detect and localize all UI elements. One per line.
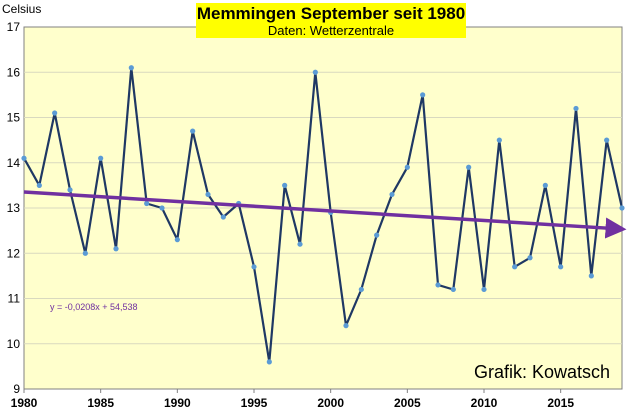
data-point [527, 255, 533, 261]
data-point [358, 286, 364, 293]
y-tick-label: 14 [7, 156, 21, 170]
data-point [266, 359, 272, 365]
data-point [496, 137, 502, 143]
data-point [174, 237, 180, 243]
credit-text: Grafik: Kowatsch [474, 362, 611, 382]
data-point [343, 323, 349, 329]
data-point [220, 214, 226, 220]
data-point [297, 241, 303, 247]
data-point [450, 286, 456, 293]
trend-group [23, 190, 627, 239]
data-point [435, 282, 441, 288]
y-tick-label: 16 [7, 65, 21, 79]
series-group [21, 65, 625, 365]
data-point [558, 264, 564, 270]
data-point [159, 205, 165, 211]
data-point [144, 200, 150, 207]
data-point [67, 187, 73, 193]
y-tick-label: 9 [13, 382, 20, 396]
x-tick-label: 2010 [471, 396, 498, 410]
data-point [604, 137, 610, 143]
data-point [588, 273, 594, 279]
data-point [573, 105, 579, 112]
data-point [36, 182, 42, 188]
chart-subtitle: Daten: Wetterzentrale [267, 23, 395, 38]
data-point [466, 164, 472, 170]
y-tick-label: 12 [7, 246, 21, 260]
x-tick-label: 2000 [317, 396, 344, 410]
y-tick-label: 17 [7, 20, 21, 34]
data-point [389, 191, 395, 198]
x-tick-label: 2005 [394, 396, 421, 410]
data-point [52, 110, 58, 116]
data-point [205, 191, 211, 198]
y-axis-ticks: 9 10 11 12 13 14 15 16 17 [7, 20, 21, 396]
data-point [374, 232, 380, 238]
x-tick-label: 1990 [164, 396, 191, 410]
trend-line [23, 190, 627, 239]
x-tick-label: 1980 [11, 396, 38, 410]
x-axis-ticks: 1980 1985 1990 1995 2000 2005 2010 2015 [11, 389, 574, 410]
y-axis-label: Celsius [2, 2, 42, 16]
y-tick-label: 11 [8, 292, 21, 306]
data-point [619, 205, 625, 211]
title-box: Memmingen September seit 1980 Daten: Wet… [196, 3, 466, 38]
data-point [251, 264, 257, 270]
data-point [98, 155, 104, 161]
data-point [420, 92, 426, 98]
data-point [21, 155, 27, 161]
data-point [82, 250, 88, 256]
data-point [542, 182, 548, 188]
data-point [282, 182, 288, 188]
y-tick-label: 15 [7, 111, 21, 125]
trend-equation: y = -0,0208x + 54,538 [50, 302, 138, 312]
data-point [128, 65, 134, 71]
x-tick-label: 1995 [241, 396, 268, 410]
chart-title: Memmingen September seit 1980 [196, 4, 466, 23]
data-point [481, 286, 487, 293]
data-point [312, 69, 318, 75]
y-tick-label: 10 [7, 337, 21, 351]
y-tick-label: 13 [7, 201, 21, 215]
data-point [190, 128, 196, 134]
data-point [113, 246, 119, 252]
series-line [23, 66, 624, 363]
data-point [404, 164, 410, 170]
x-tick-label: 2015 [547, 396, 574, 410]
data-point [512, 264, 518, 270]
x-tick-label: 1985 [87, 396, 114, 410]
